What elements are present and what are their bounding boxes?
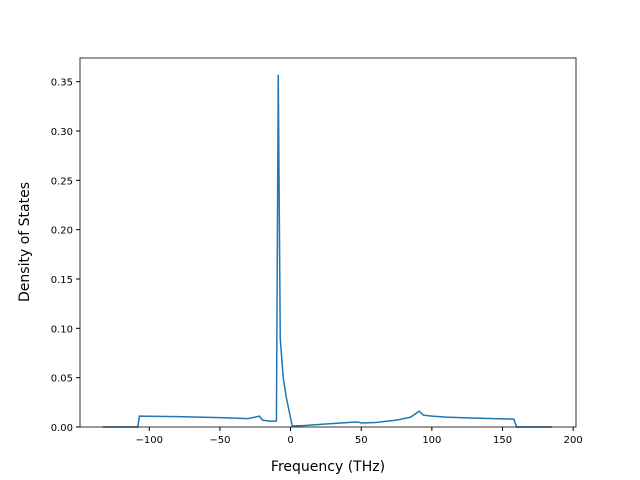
x-tick-label: 100 <box>422 435 441 446</box>
y-tick-label: 0.25 <box>51 176 73 187</box>
x-tick-label: −50 <box>209 435 230 446</box>
y-tick-label: 0.10 <box>51 324 73 335</box>
x-axis-label: Frequency (THz) <box>271 459 385 475</box>
y-tick-label: 0.00 <box>51 423 73 434</box>
y-tick-label: 0.30 <box>51 127 73 138</box>
x-tick-label: 50 <box>355 435 368 446</box>
y-tick-label: 0.20 <box>51 226 73 237</box>
x-tick-label: 150 <box>493 435 512 446</box>
y-axis-label: Density of States <box>17 182 33 302</box>
y-tick-label: 0.15 <box>51 275 73 286</box>
x-tick-label: 200 <box>564 435 583 446</box>
y-tick-label: 0.35 <box>51 78 73 89</box>
data-line <box>102 74 552 428</box>
y-tick-label: 0.05 <box>51 374 73 385</box>
plot-frame <box>79 57 577 428</box>
x-tick-label: 0 <box>287 435 293 446</box>
x-tick-label: −100 <box>136 435 163 446</box>
